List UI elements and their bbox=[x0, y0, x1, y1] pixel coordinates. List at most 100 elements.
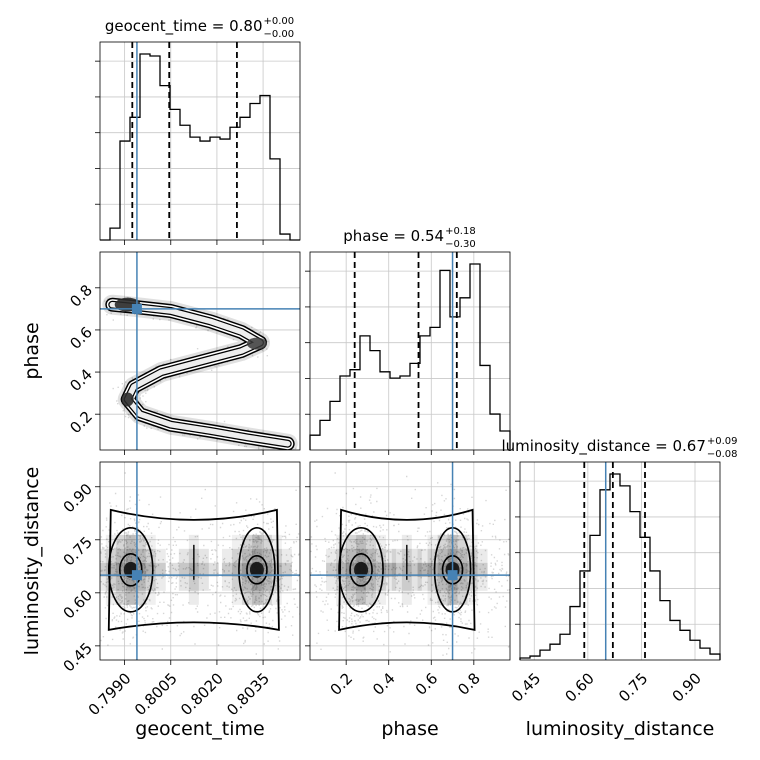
xlabel-luminosity-distance: luminosity_distance bbox=[526, 718, 715, 740]
distance-vs-phase-density-cell bbox=[457, 590, 468, 605]
phase-vs-time-frame bbox=[99, 251, 301, 451]
distance-vs-phase-density-cell bbox=[366, 548, 377, 563]
distance-vs-phase-density-cell bbox=[411, 548, 422, 563]
distance-vs-phase-density-cell bbox=[411, 562, 422, 577]
hist-phase-title-sub: −0.30 bbox=[445, 239, 476, 250]
distance-vs-time-density-cell bbox=[178, 548, 189, 563]
distance-vs-time-density-cell bbox=[231, 534, 242, 549]
distance-vs-time-density-cell bbox=[281, 576, 292, 591]
xtick-label-luminosity_distance-1: 0.60 bbox=[562, 669, 598, 705]
distance-vs-time-content bbox=[100, 462, 300, 660]
distance-vs-phase-density-cell bbox=[356, 590, 367, 605]
distance-vs-time-contour-left-mid bbox=[107, 527, 154, 613]
distance-vs-phase-density-cell bbox=[421, 562, 432, 577]
distance-vs-phase-density-cell bbox=[401, 576, 412, 591]
hist-luminosity_distance-frame bbox=[519, 461, 721, 661]
distance-vs-time-density-cell bbox=[208, 562, 219, 577]
ytick-label-luminosity_distance-0: 0.45 bbox=[60, 639, 96, 675]
distance-vs-time-density-cell bbox=[135, 548, 146, 563]
distance-vs-phase-contour-outer bbox=[338, 508, 476, 631]
distance-vs-time-density-cell bbox=[168, 562, 179, 577]
ytick-label-luminosity_distance-3: 0.90 bbox=[60, 480, 96, 516]
distance-vs-phase-contour-left-inner bbox=[349, 553, 373, 587]
distance-vs-phase-density-cell bbox=[477, 576, 488, 591]
distance-vs-phase-density-cell bbox=[346, 548, 357, 563]
distance-vs-phase-density-cell bbox=[356, 534, 367, 549]
distance-vs-time-density-cell bbox=[115, 548, 126, 563]
distance-vs-time-density-cell bbox=[261, 534, 272, 549]
xtick-label-geocent_time-0: 0.7990 bbox=[85, 669, 135, 719]
ytick-label-phase-0: 0.2 bbox=[66, 407, 96, 437]
distance-vs-phase-content bbox=[310, 462, 510, 660]
hist-geocent_time-title: geocent_time = 0.80 +0.00 −0.00 bbox=[105, 16, 294, 40]
distance-vs-phase-density-cell bbox=[411, 576, 422, 591]
distance-vs-phase-density-cell bbox=[386, 576, 397, 591]
phase-vs-time-contour-fill bbox=[109, 301, 291, 447]
distance-vs-time-density-cell bbox=[145, 562, 156, 577]
distance-vs-time-injection-marker bbox=[131, 570, 142, 581]
distance-vs-time-contour-right-inner bbox=[246, 555, 268, 585]
distance-vs-phase-density-cell bbox=[391, 562, 402, 577]
xtick-label-phase-0: 0.2 bbox=[327, 669, 357, 699]
ytick-label-phase-2: 0.6 bbox=[66, 323, 96, 353]
distance-vs-phase-density-cell bbox=[346, 576, 357, 591]
distance-vs-phase-density-cell bbox=[366, 562, 377, 577]
distance-vs-phase-density-cell bbox=[336, 562, 347, 577]
distance-vs-time-density-cell bbox=[271, 562, 282, 577]
distance-vs-time-density-cell bbox=[198, 548, 209, 563]
distance-vs-phase-density-cell bbox=[467, 562, 478, 577]
distance-vs-time-density-cell bbox=[115, 534, 126, 549]
distance-vs-phase-density-cell bbox=[437, 534, 448, 549]
distance-vs-time-density-cell bbox=[115, 562, 126, 577]
distance-vs-time-density-cell bbox=[188, 576, 199, 591]
phase-vs-time-content bbox=[100, 252, 300, 450]
distance-vs-phase-density-cell bbox=[427, 576, 438, 591]
xtick-label-geocent_time-3: 0.8035 bbox=[223, 669, 273, 719]
distance-vs-phase-density-cell bbox=[391, 548, 402, 563]
distance-vs-phase-density-cell bbox=[356, 548, 367, 563]
phase-vs-time-blob-low bbox=[121, 392, 134, 407]
distance-vs-phase-density-cell bbox=[417, 562, 428, 577]
distance-vs-phase-density-cell bbox=[326, 576, 337, 591]
hist-phase-steps bbox=[309, 263, 511, 450]
distance-vs-phase-density-cell bbox=[457, 534, 468, 549]
distance-vs-time-density-cell bbox=[115, 576, 126, 591]
hist-geocent_time-title-sup: +0.00 bbox=[264, 16, 295, 27]
distance-vs-time-density-cell bbox=[271, 590, 282, 605]
distance-vs-phase-density-cell bbox=[457, 548, 468, 563]
distance-vs-phase-density-cell bbox=[356, 576, 367, 591]
distance-vs-time-density-cell bbox=[281, 548, 292, 563]
distance-vs-time-density-cell bbox=[188, 590, 199, 605]
hist-luminosity_distance-title-sub: −0.08 bbox=[707, 449, 738, 460]
distance-vs-phase-density-cell bbox=[467, 590, 478, 605]
distance-vs-phase-density-cell bbox=[477, 548, 488, 563]
distance-vs-time-contour-outer bbox=[107, 508, 280, 631]
distance-vs-phase-density-cell bbox=[326, 548, 337, 563]
hist-luminosity_distance-title-main: luminosity_distance = 0.67 bbox=[501, 437, 705, 456]
ytick-label-luminosity_distance-1: 0.60 bbox=[60, 586, 96, 622]
distance-vs-time-density-cell bbox=[241, 590, 252, 605]
distance-vs-time-density-cell bbox=[135, 562, 146, 577]
distance-vs-time-density-cell bbox=[155, 548, 166, 563]
distance-vs-phase-injection-marker bbox=[447, 570, 458, 581]
distance-vs-time-density-cell bbox=[145, 590, 156, 605]
distance-vs-phase-density-cell bbox=[376, 534, 387, 549]
distance-vs-time-density-cell bbox=[261, 590, 272, 605]
distance-vs-phase-density-cell bbox=[417, 576, 428, 591]
ytick-label-phase-1: 0.4 bbox=[66, 365, 96, 395]
distance-vs-phase-density-cell bbox=[437, 548, 448, 563]
distance-vs-time-density-cell bbox=[135, 576, 146, 591]
distance-vs-phase-density-cell bbox=[427, 534, 438, 549]
hist-geocent_time-title-sub: −0.00 bbox=[264, 29, 295, 40]
distance-vs-time-density-cell bbox=[198, 576, 209, 591]
distance-vs-time-density-cell bbox=[241, 576, 252, 591]
distance-vs-time-core-right bbox=[249, 561, 264, 578]
distance-vs-time-density-cell bbox=[271, 576, 282, 591]
distance-vs-time-density-cell bbox=[178, 576, 189, 591]
distance-vs-time-density-cell bbox=[100, 562, 106, 577]
distance-vs-time-density-cell bbox=[221, 548, 232, 563]
distance-vs-time-density-cell bbox=[188, 534, 199, 549]
ytick-label-luminosity_distance-2: 0.75 bbox=[60, 533, 96, 569]
hist-phase-frame bbox=[309, 251, 511, 451]
